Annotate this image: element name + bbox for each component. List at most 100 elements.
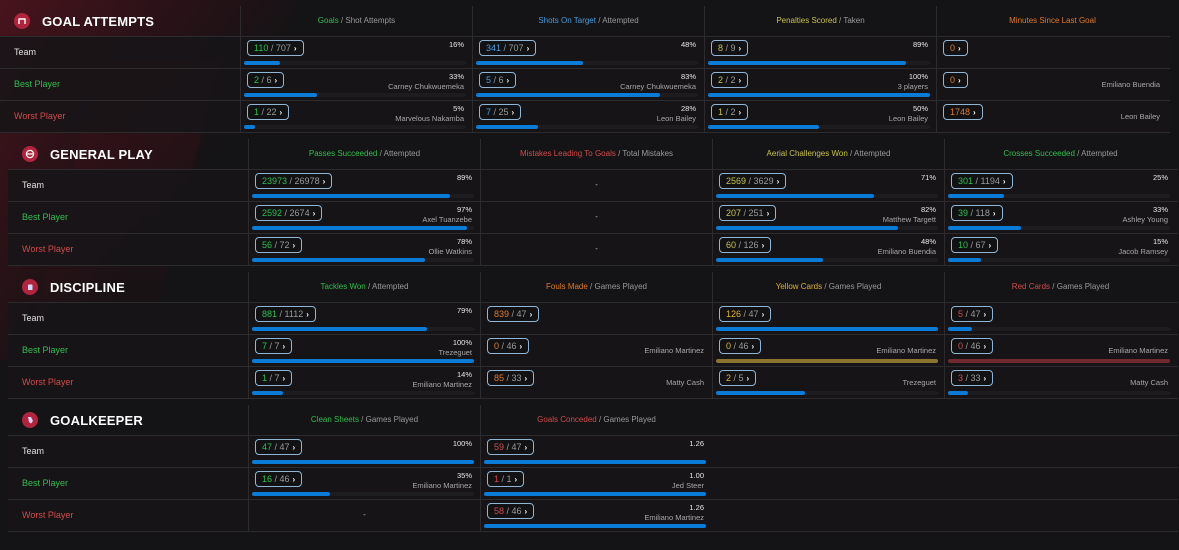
player-name[interactable]: Ollie Watkins (428, 247, 472, 256)
chevron-right-icon: › (292, 443, 296, 452)
stat-cell: 0 › (936, 37, 1168, 68)
stat-value-button[interactable]: 10 / 67 › (951, 237, 999, 253)
stat-value-button[interactable]: 1 / 22 › (247, 104, 290, 120)
stat-value-button[interactable]: 5 / 6 › (479, 72, 517, 88)
table-row-best: Best Player 2 / 6 › 33% Carney Chukwuemeka 5 … (0, 69, 1170, 101)
stat-denominator: 26978 (294, 176, 320, 186)
stat-value-button[interactable]: 1 / 1 › (487, 471, 525, 487)
stat-percentage: 83% (680, 72, 696, 81)
stat-percentage: 100% (452, 439, 472, 448)
stat-denominator: 46 (506, 341, 517, 351)
stat-value-button[interactable]: 8 / 9 › (711, 40, 749, 56)
stat-value-button[interactable]: 2 / 5 › (719, 370, 757, 386)
stat-value-button[interactable]: 1 / 2 › (711, 104, 749, 120)
player-name[interactable]: Carney Chukwuemeka (388, 82, 464, 91)
column-header: Yellow Cards / Games Played (712, 272, 944, 302)
stat-separator: / (272, 474, 280, 484)
stat-value-button[interactable]: 1 / 7 › (255, 370, 293, 386)
stat-value-button[interactable]: 60 / 126 › (719, 237, 772, 253)
stat-value-button[interactable]: 16 / 46 › (255, 471, 303, 487)
stat-value-button[interactable]: 47 / 47 › (255, 439, 303, 455)
stat-value-button[interactable]: 110 / 707 › (247, 40, 304, 56)
stat-value-button[interactable]: 2 / 6 › (247, 72, 285, 88)
player-name[interactable]: Carney Chukwuemeka (620, 82, 696, 91)
stat-value-button[interactable]: 58 / 46 › (487, 503, 535, 519)
stat-cell: 8 / 9 › 89% (704, 37, 936, 68)
stat-value-button[interactable]: 56 / 72 › (255, 237, 303, 253)
stat-value-button[interactable]: 2 / 2 › (711, 72, 749, 88)
player-name[interactable]: Jacob Ramsey (1118, 247, 1168, 256)
player-name[interactable]: Emiliano Buendia (1101, 80, 1160, 89)
stat-value-button[interactable]: 0 › (943, 72, 968, 88)
stat-value-button[interactable]: 0 / 46 › (719, 338, 762, 354)
stat-value-button[interactable]: 5 / 47 › (951, 306, 994, 322)
player-name[interactable]: Emiliano Martinez (644, 346, 704, 355)
player-name[interactable]: Emiliano Buendia (877, 247, 936, 256)
stat-denominator: 47 (279, 442, 290, 452)
stat-value-button[interactable]: 341 / 707 › (479, 40, 537, 56)
stat-percentage: 78% (456, 237, 472, 246)
stat-denominator: 7 (274, 373, 280, 383)
stat-value-button[interactable]: 126 / 47 › (719, 306, 772, 322)
goal-icon (14, 13, 30, 29)
stat-value-button[interactable]: 3 / 33 › (951, 370, 994, 386)
stat-numerator: 0 (950, 75, 956, 85)
player-name[interactable]: Axel Tuanzebe (422, 215, 472, 224)
player-name[interactable]: 3 players (897, 82, 928, 91)
player-name[interactable]: Leon Bailey (656, 114, 696, 123)
player-name[interactable]: Emiliano Martinez (876, 346, 936, 355)
player-name[interactable]: Leon Bailey (1120, 112, 1160, 121)
stat-value-button[interactable]: 2569 / 3629 › (719, 173, 787, 189)
stat-value-button[interactable]: 39 / 118 › (951, 205, 1003, 221)
stat-value-button[interactable]: 0 / 46 › (951, 338, 994, 354)
stat-value-button[interactable]: 0 › (943, 40, 968, 56)
stat-value-button[interactable]: 85 / 33 › (487, 370, 535, 386)
stat-percentage: 14% (456, 370, 472, 379)
stat-value-button[interactable]: 0 / 46 › (487, 338, 530, 354)
player-name[interactable]: Matty Cash (1130, 378, 1168, 387)
stat-numerator: 0 (726, 341, 732, 351)
player-name[interactable]: Marvelous Nakamba (395, 114, 464, 123)
stat-percentage: 71% (920, 173, 936, 182)
stat-value-button[interactable]: 839 / 47 › (487, 306, 540, 322)
progress-track (708, 93, 930, 97)
stat-percentage: 50% (912, 104, 928, 113)
stat-cell: 5 / 47 › (944, 303, 1176, 334)
player-name[interactable]: Leon Bailey (888, 114, 928, 123)
player-name[interactable]: Matty Cash (666, 378, 704, 387)
stat-numerator: 0 (958, 341, 964, 351)
stat-numerator: 5 (958, 309, 964, 319)
stat-value-button[interactable]: 881 / 1112 › (255, 306, 316, 322)
stat-cell: 58 / 46 › 1.26 Emiliano Martinez (480, 500, 712, 531)
progress-fill (708, 93, 930, 97)
stat-value-button[interactable]: 2592 / 2674 › (255, 205, 323, 221)
stat-percentage: 82% (920, 205, 936, 214)
player-name[interactable]: Emiliano Martinez (1108, 346, 1168, 355)
player-name[interactable]: Ashley Young (1122, 215, 1168, 224)
chevron-right-icon: › (529, 310, 533, 319)
stat-value-button[interactable]: 301 / 1194 › (951, 173, 1013, 189)
player-name[interactable]: Emiliano Martinez (644, 513, 704, 522)
player-name[interactable]: Matthew Targett (882, 215, 936, 224)
stat-value-button[interactable]: 207 / 251 › (719, 205, 777, 221)
player-name[interactable]: Trezeguet (902, 378, 937, 387)
player-name[interactable]: Emiliano Martinez (412, 380, 472, 389)
player-name[interactable]: Jed Steer (671, 481, 704, 490)
stat-cell: 341 / 707 › 48% (472, 37, 704, 68)
stat-percentage: 33% (1152, 205, 1168, 214)
stat-denominator: 707 (508, 43, 524, 53)
progress-track (252, 492, 474, 496)
progress-track (244, 61, 466, 65)
stat-value-button[interactable]: 23973 / 26978 › (255, 173, 333, 189)
stat-value-button[interactable]: 7 / 25 › (479, 104, 522, 120)
stat-value-button[interactable]: 59 / 47 › (487, 439, 535, 455)
stat-value-button[interactable]: 7 / 7 › (255, 338, 293, 354)
chevron-right-icon: › (738, 76, 742, 85)
stat-value-button[interactable]: 1748 › (943, 104, 983, 120)
player-name[interactable]: Emiliano Martinez (412, 481, 472, 490)
stat-separator: / (973, 176, 981, 186)
row-label: Team (22, 313, 45, 323)
player-name[interactable]: Trezeguet (438, 348, 473, 357)
stat-denominator: 5 (738, 373, 744, 383)
empty-value: - (363, 510, 366, 519)
